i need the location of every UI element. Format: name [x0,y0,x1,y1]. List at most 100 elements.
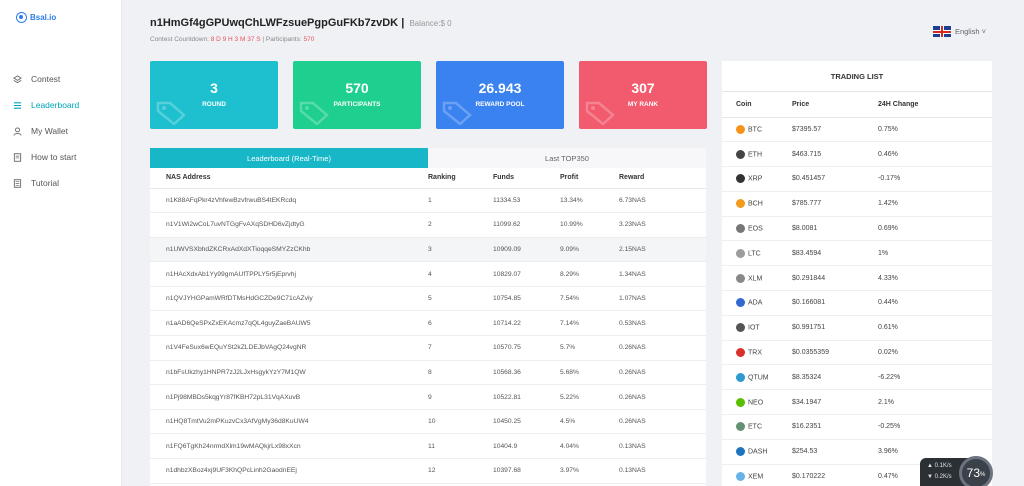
layers-icon [13,74,22,84]
cell-price: $0.291844 [792,265,878,292]
xlm-icon [736,273,745,283]
cell-reward: 0.53NAS [619,310,706,337]
cell-price: $785.777 [792,191,878,217]
stat-value: 307 [631,80,655,96]
sidebar-item-how-to-start[interactable]: How to start [0,144,122,170]
brand-logo[interactable]: Bsal.io [16,12,56,23]
stat-value: 570 [345,80,369,96]
etc-icon [736,422,745,432]
cell-price: $8.0081 [792,216,878,242]
cell-profit: 5.7% [560,335,619,361]
sidebar-item-my-wallet[interactable]: My Wallet [0,118,122,144]
col-funds[interactable]: Funds [493,168,560,189]
cell-coin: IOT [722,315,792,341]
col-ranking[interactable]: Ranking [428,168,493,189]
cell-funds: 10570.75 [493,335,560,361]
leaderboard-table: NAS Address Ranking Funds Profit Reward … [150,168,706,484]
col-nas-address[interactable]: NAS Address [150,168,428,189]
cell-ranking: 4 [428,261,493,287]
title-separator: | [401,17,405,29]
cell-price: $254.53 [792,439,878,465]
sidebar: Bsal.io Contest Leaderboard My Wallet How t… [0,0,122,486]
cell-coin: EOS [722,216,792,242]
tab-leaderboard-realtime[interactable]: Leaderboard (Real-Time) [150,148,428,168]
upload-speed: ▲ 0.1K/s [927,463,952,469]
doc-icon [13,152,22,162]
cell-ranking: 2 [428,212,493,238]
cell-profit: 4.5% [560,409,619,435]
cell-coin: ETH [722,141,792,168]
coin-symbol: ADA [748,299,763,307]
cell-coin: NEO [722,389,792,416]
cell-profit: 5.68% [560,360,619,386]
cell-profit: 7.14% [560,310,619,337]
language-selector[interactable]: English ˅ [932,26,986,37]
cell-reward: 0.26NAS [619,335,706,361]
cell-24h-change: -0.25% [878,414,992,440]
trading-row: ADA $0.166081 0.44% [722,290,992,316]
cell-24h-change: 2.1% [878,389,992,416]
cell-profit: 10.99% [560,212,619,238]
neo-icon [736,397,745,407]
cell-price: $8.35324 [792,364,878,391]
table-header-row: NAS Address Ranking Funds Profit Reward [150,168,706,189]
cell-profit: 9.09% [560,237,619,263]
cell-24h-change: 0.69% [878,216,992,242]
cell-24h-change: 4.33% [878,265,992,292]
logo-icon [16,12,27,23]
table-row: n1bFsUkzhy1HNPR7zJ2LJxHsgykYzY7M1QW 8 1056… [150,360,706,386]
cell-funds: 10909.09 [493,237,560,263]
cell-funds: 10568.36 [493,360,560,386]
stat-card-round: 3 ROUND [150,61,278,129]
cell-coin: XEM [722,464,792,486]
trx-icon [736,348,745,358]
coin-symbol: ETH [748,151,762,159]
cell-ranking: 5 [428,286,493,312]
coin-symbol: NEO [748,399,764,406]
trading-row: ETC $16.2351 -0.25% [722,414,992,440]
ada-icon [736,298,745,308]
cell-24h-change: -0.17% [878,166,992,192]
table-row: n1V1Wi2wCoL7uvNTGgFvAXqSDHD6vZjdtyG 2 1109… [150,212,706,238]
tag-icon [442,101,472,126]
cell-reward: 0.13NAS [619,458,706,484]
doc-list-icon [13,178,22,188]
col-reward[interactable]: Reward [619,168,706,189]
col-profit[interactable]: Profit [560,168,619,189]
trading-row: QTUM $8.35324 -6.22% [722,364,992,391]
sidebar-item-tutorial[interactable]: Tutorial [0,170,122,196]
cell-ranking: 1 [428,188,493,214]
usage-gauge[interactable]: 73% [959,456,993,486]
cell-address: n1V4FeSux6wEQuYSt2kZLDEJbVAgQ24vgNR [150,335,428,361]
cell-24h-change: 0.44% [878,290,992,316]
sidebar-item-contest[interactable]: Contest [0,66,122,92]
cell-reward: 1.07NAS [619,286,706,312]
tab-last-top350[interactable]: Last TOP350 [428,148,706,168]
dash-icon [736,447,745,457]
trading-row: NEO $34.1947 2.1% [722,389,992,416]
cell-price: $463.715 [792,141,878,168]
btc-icon [736,124,745,134]
coin-symbol: LTC [748,250,761,258]
table-row: n1K88AFqPkr4zVhfewBzvfrwuBS4tEKRcdq 1 1133… [150,188,706,214]
cell-24h-change: 0.61% [878,315,992,341]
trading-row: EOS $8.0081 0.69% [722,216,992,242]
sidebar-item-leaderboard[interactable]: Leaderboard [0,92,122,118]
eth-icon [736,149,745,159]
main-content: n1HmGf4gGPUwqChLWFzsuePgpGuFKb7zvDK | Ba… [123,0,1024,486]
cell-profit: 13.34% [560,188,619,214]
cell-reward: 0.26NAS [619,360,706,386]
coin-symbol: XLM [748,275,763,283]
cell-funds: 10714.22 [493,310,560,337]
cell-address: n1V1Wi2wCoL7uvNTGgFvAXqSDHD6vZjdtyG [150,212,428,238]
cell-address: n1HAcXdxAb1Yy99gmAUfTPPLY5r5jEprvhj [150,261,428,287]
sidebar-item-label: How to start [31,152,77,162]
trading-table: Coin Price 24H Change BTC $7395.57 0.75% ET… [722,92,992,486]
qtum-icon [736,372,745,382]
cell-coin: ADA [722,290,792,316]
coin-symbol: XRP [748,175,763,183]
table-row: n1Pj98MBDs5kqgYr87fKBH72pL31VqAXuvB 9 1052… [150,384,706,410]
countdown-label: Contest Countdown: [150,36,209,43]
uk-flag-icon [932,26,951,37]
contest-info: Contest Countdown: 8 D 9 H 3 M 37 S | Pa… [150,36,314,43]
